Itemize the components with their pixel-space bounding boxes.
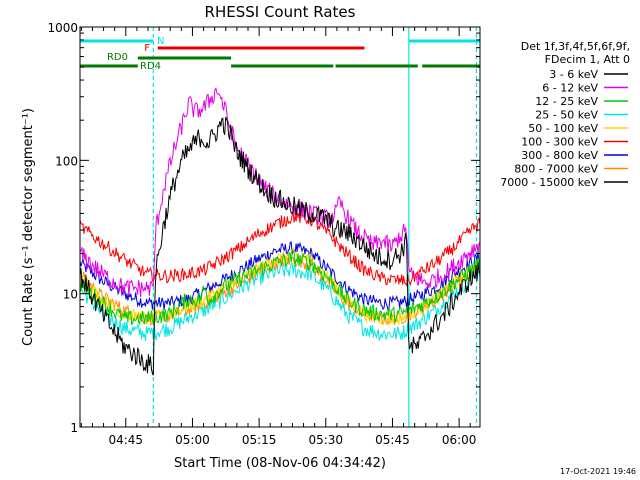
legend-entry-label: 12 - 25 keV (535, 95, 598, 108)
x-tick-label: 05:15 (242, 433, 277, 447)
flag-label-rd4: RD4 (140, 61, 161, 72)
flag-label-f: F (144, 43, 150, 54)
flag-label-n: N (157, 36, 164, 47)
plot-frame (79, 26, 481, 428)
y-tick-label: 1 (70, 421, 78, 435)
legend-entry-label: 800 - 7000 keV (514, 163, 598, 176)
flag-bars: NF RD0 RD4 (80, 36, 480, 72)
x-tick-label: 05:00 (175, 433, 210, 447)
x-tick-label: 06:00 (442, 433, 477, 447)
timestamp: 17-Oct-2021 19:46 (560, 467, 636, 476)
axis-ticks: 1 10 100 1000 04:45 05:00 05:15 05:30 05:45 06:00 (47, 21, 480, 447)
y-tick-label: 1000 (47, 21, 78, 35)
legend-header-line-2: FDecim 1, Att 0 (545, 53, 630, 66)
legend-entry-label: 3 - 6 keV (549, 68, 598, 81)
series-lines (80, 87, 480, 376)
series-line-3 (80, 262, 480, 342)
legend-entry-label: 50 - 100 keV (528, 122, 598, 135)
y-tick-label: 10 (63, 288, 78, 302)
vertical-markers (152, 27, 478, 427)
chart-title: RHESSI Count Rates (205, 3, 356, 21)
legend-header-line-1: Det 1f,3f,4f,5f,6f,9f, (521, 40, 630, 53)
series-line-1 (80, 87, 480, 297)
legend: Det 1f,3f,4f,5f,6f,9f, FDecim 1, Att 0 3… (500, 40, 630, 189)
x-axis-label: Start Time (08-Nov-06 04:34:42) (174, 456, 386, 471)
flag-label-rd0: RD0 (107, 52, 128, 63)
x-tick-label: 05:30 (308, 433, 343, 447)
y-axis-label: Count Rate (s⁻¹ detector segment⁻¹) (21, 108, 36, 346)
legend-entry-label: 100 - 300 keV (521, 136, 598, 149)
y-tick-label: 100 (55, 154, 78, 168)
legend-entry-label: 7000 - 15000 keV (500, 176, 598, 189)
series-line-2 (80, 250, 480, 326)
x-tick-label: 05:45 (375, 433, 410, 447)
series-line-4 (80, 247, 480, 326)
x-tick-label: 04:45 (108, 433, 143, 447)
legend-entry-label: 25 - 50 keV (535, 109, 598, 122)
series-line-0 (80, 116, 480, 376)
legend-entry-label: 300 - 800 keV (521, 149, 598, 162)
series-line-5 (80, 210, 480, 287)
legend-entry-label: 6 - 12 keV (542, 82, 598, 95)
